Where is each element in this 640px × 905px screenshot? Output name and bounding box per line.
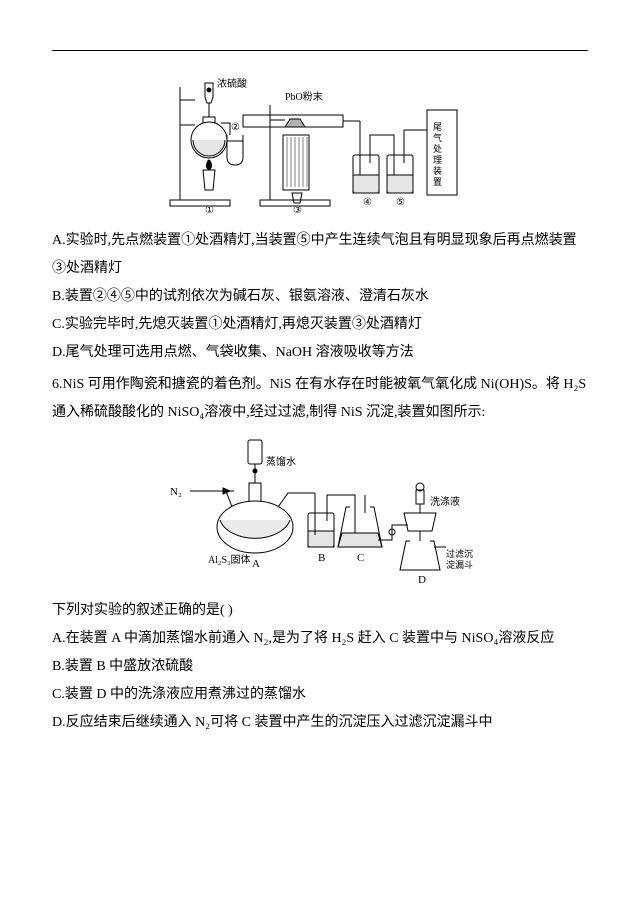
q6-prompt: 下列对实验的叙述正确的是( ): [52, 597, 588, 625]
diagram-1: 浓硫酸 PbO粉末 尾 气 处 理 装 置 ① ② ③ ④ ⑤: [52, 75, 588, 215]
option-2a: A.在装置 A 中滴加蒸馏水前通入 N₂,是为了将 H₂S 赶入 C 装置中与 …: [52, 625, 588, 653]
label-A: A: [252, 558, 260, 570]
svg-text:理: 理: [433, 155, 442, 165]
label-wash: 洗涤液: [430, 495, 460, 508]
option-1b: B.装置②④⑤中的试剂依次为碱石灰、银氨溶液、澄清石灰水: [52, 283, 588, 311]
svg-text:气: 气: [433, 132, 442, 143]
q6-intro: 6.NiS 可用作陶瓷和搪瓷的着色剂。NiS 在有水存在时能被氧气氧化成 Ni(…: [52, 371, 588, 427]
svg-text:淀漏斗: 淀漏斗: [446, 559, 473, 570]
option-1d: D.尾气处理可选用点燃、气袋收集、NaOH 溶液吸收等方法: [52, 339, 588, 367]
label-n1: ①: [205, 205, 214, 215]
svg-text:置: 置: [433, 177, 442, 187]
option-2c: C.装置 D 中的洗涤液应用煮沸过的蒸馏水: [52, 681, 588, 709]
svg-text:处: 处: [433, 143, 442, 154]
label-distilled: 蒸馏水: [266, 455, 296, 468]
label-n2: ②: [231, 122, 240, 133]
label-n3: ③: [293, 205, 302, 215]
svg-text:过滤沉: 过滤沉: [446, 548, 473, 559]
label-n5: ⑤: [396, 197, 405, 208]
option-1c: C.实验完毕时,先熄灭装置①处酒精灯,再熄灭装置③处酒精灯: [52, 311, 588, 339]
svg-text:装: 装: [433, 165, 442, 176]
label-D: D: [418, 574, 426, 585]
label-n4: ④: [363, 197, 372, 208]
top-rule: [52, 50, 588, 51]
label-C: C: [357, 552, 364, 564]
label-pbo: PbO粉末: [285, 90, 323, 103]
label-conc-sulfuric: 浓硫酸: [217, 77, 247, 90]
label-al2s3: Al₂S₃固体: [208, 554, 251, 566]
label-B: B: [318, 552, 325, 564]
option-1a: A.实验时,先点燃装置①处酒精灯,当装置⑤中产生连续气泡且有明显现象后再点燃装置…: [52, 227, 588, 283]
diagram-2: N₂ 蒸馏水 Al₂S₃固体 洗涤液 过滤沉 淀漏斗 A B C D: [52, 435, 588, 585]
svg-text:尾: 尾: [433, 122, 442, 132]
option-2b: B.装置 B 中盛放浓硫酸: [52, 653, 588, 681]
label-n2in: N₂: [170, 486, 182, 498]
option-2d: D.反应结束后继续通入 N₂可将 C 装置中产生的沉淀压入过滤沉淀漏斗中: [52, 709, 588, 737]
